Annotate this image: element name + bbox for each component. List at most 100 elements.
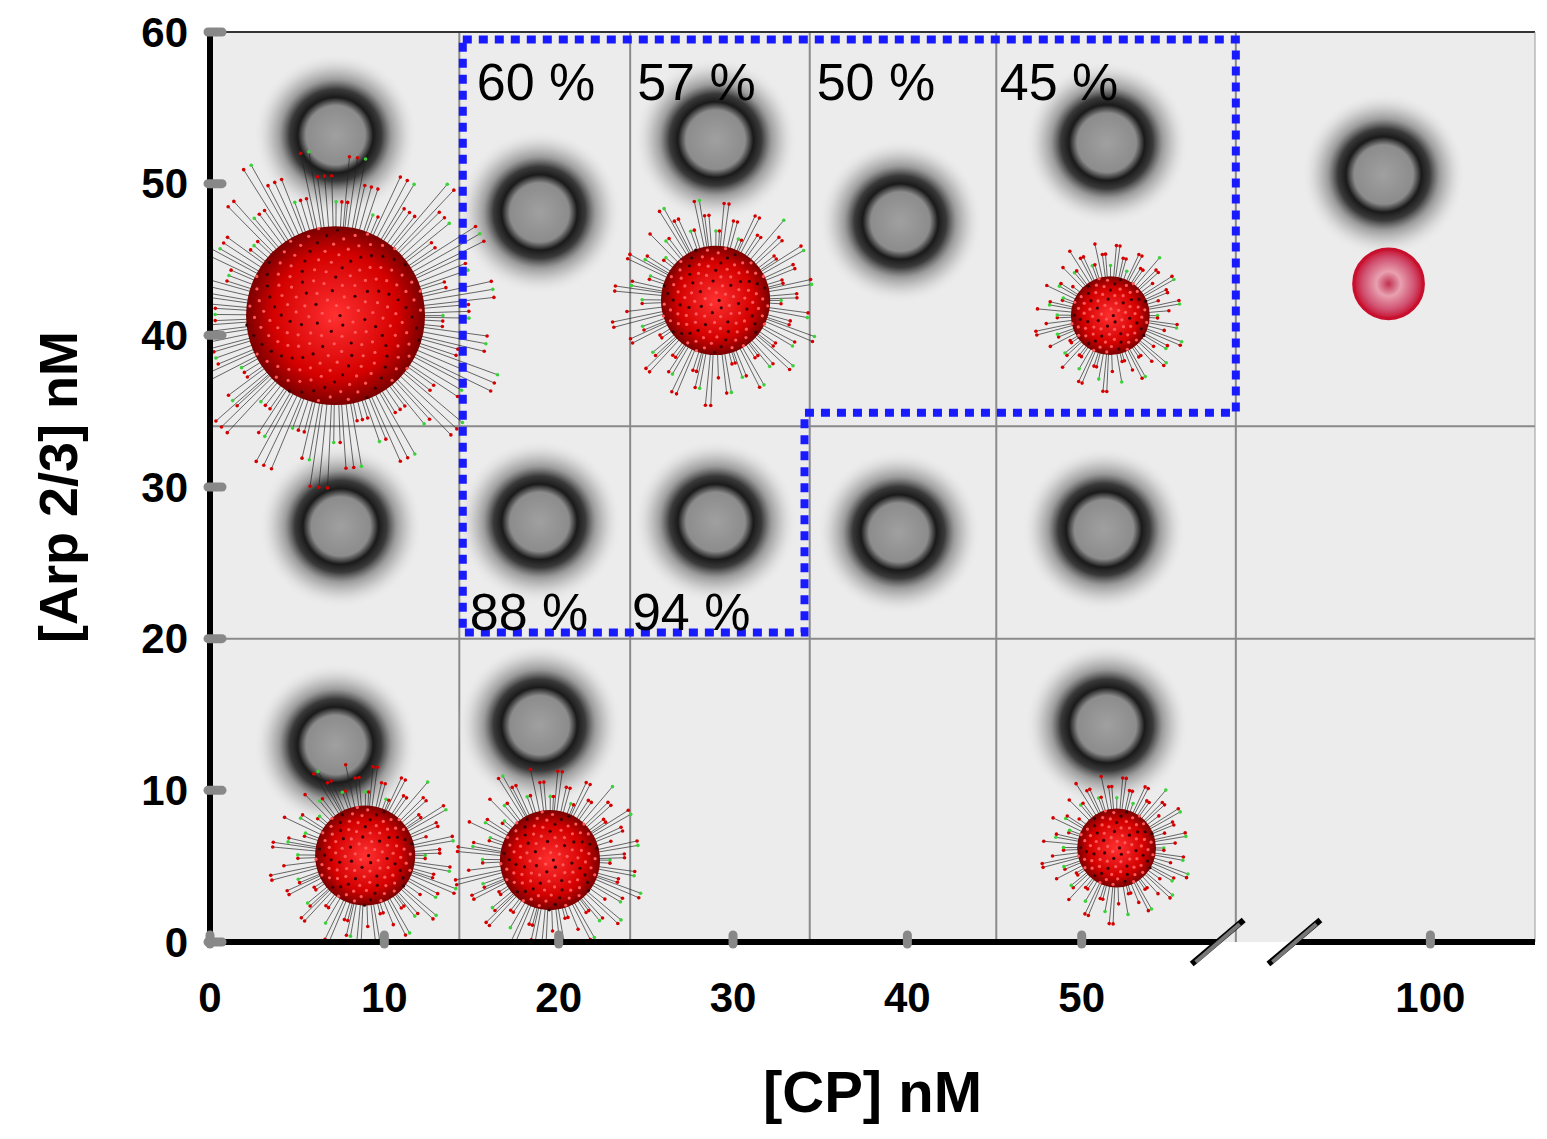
network-texture [587,832,590,835]
network-texture [572,840,575,843]
filament-end [299,152,303,156]
filament-end [399,175,403,179]
network-texture [329,369,332,372]
filament-end [613,289,617,293]
disc [259,444,423,608]
network-texture [393,258,396,261]
network-texture [360,814,363,817]
filament-end [1065,814,1069,818]
filament-end [318,799,322,803]
filament-end [444,286,448,290]
network-texture [688,264,691,267]
filament-end [640,298,644,302]
filament-end [601,916,605,920]
network-texture [1083,839,1086,842]
network-texture [1128,305,1131,308]
network-texture [561,863,564,866]
network-texture [1084,327,1087,330]
filament-end [1175,323,1179,327]
network-texture [744,336,747,339]
filament-end [1140,254,1144,258]
network-texture [1119,860,1122,863]
network-texture [408,869,411,872]
network-texture [417,339,420,342]
filament-end [326,486,330,490]
network-texture [289,320,292,323]
filament-end [1143,887,1147,891]
filament-end [1124,777,1128,781]
filament-end [1111,370,1115,374]
network-texture [326,299,329,302]
filament-end [312,772,316,776]
network-texture [1133,312,1136,315]
network-texture [317,227,320,230]
network-texture [401,321,404,324]
filament-end [658,210,662,214]
filament-end [538,781,542,785]
network-texture [1135,837,1138,840]
filament-end [450,835,454,839]
network-texture [380,376,383,379]
filament-end [282,864,286,868]
network-texture [1129,325,1132,328]
filament-end [240,366,244,370]
network-texture [276,326,279,329]
filament-end [355,419,359,423]
network-core [246,226,425,405]
network-texture [544,862,547,865]
filament-end [1074,782,1078,786]
filament-end [316,770,320,774]
network-texture [358,884,361,887]
network-texture [1135,857,1138,860]
network-texture [729,284,732,287]
network-texture [541,826,544,829]
filament-end [371,213,375,217]
filament-end [1034,329,1038,333]
network-texture [672,298,675,301]
network-texture [1121,834,1124,837]
network-texture [307,315,310,318]
network-texture [319,362,322,365]
network-texture [394,334,397,337]
filament-end [1150,359,1154,363]
annotation: 57 % [637,53,756,111]
filament-end [1062,865,1066,869]
network-texture [323,854,326,857]
network-texture [1110,873,1113,876]
plot-background [210,32,1535,942]
network-texture [313,268,316,271]
network-texture [745,307,748,310]
network-texture [1120,318,1123,321]
filament-end [371,765,375,769]
network-texture [365,889,368,892]
network-core [500,810,600,910]
network-texture [700,305,703,308]
network-texture [374,387,377,390]
network-texture [410,842,413,845]
network-texture [386,305,389,308]
filament-end [658,333,662,337]
network-texture [297,333,300,336]
network-texture [696,329,699,332]
annotation: 45 % [1000,53,1119,111]
network-texture [505,868,508,871]
filament-end [454,878,458,882]
network-texture [260,343,263,346]
network-texture [757,307,760,310]
network-texture [336,877,339,880]
network-texture [724,247,727,250]
filament-end [424,835,428,839]
network-texture [1125,865,1128,868]
filament-end [1054,835,1058,839]
network-texture [669,308,672,311]
filament-end [1164,347,1168,351]
filament-end [252,244,256,248]
network-texture [524,833,527,836]
filament-end [506,802,510,806]
network-texture [579,831,582,834]
network-texture [588,842,591,845]
annotation: 60 % [477,53,596,111]
filament-end [488,797,492,801]
filament-end [1055,313,1059,317]
filament-end [227,274,231,278]
